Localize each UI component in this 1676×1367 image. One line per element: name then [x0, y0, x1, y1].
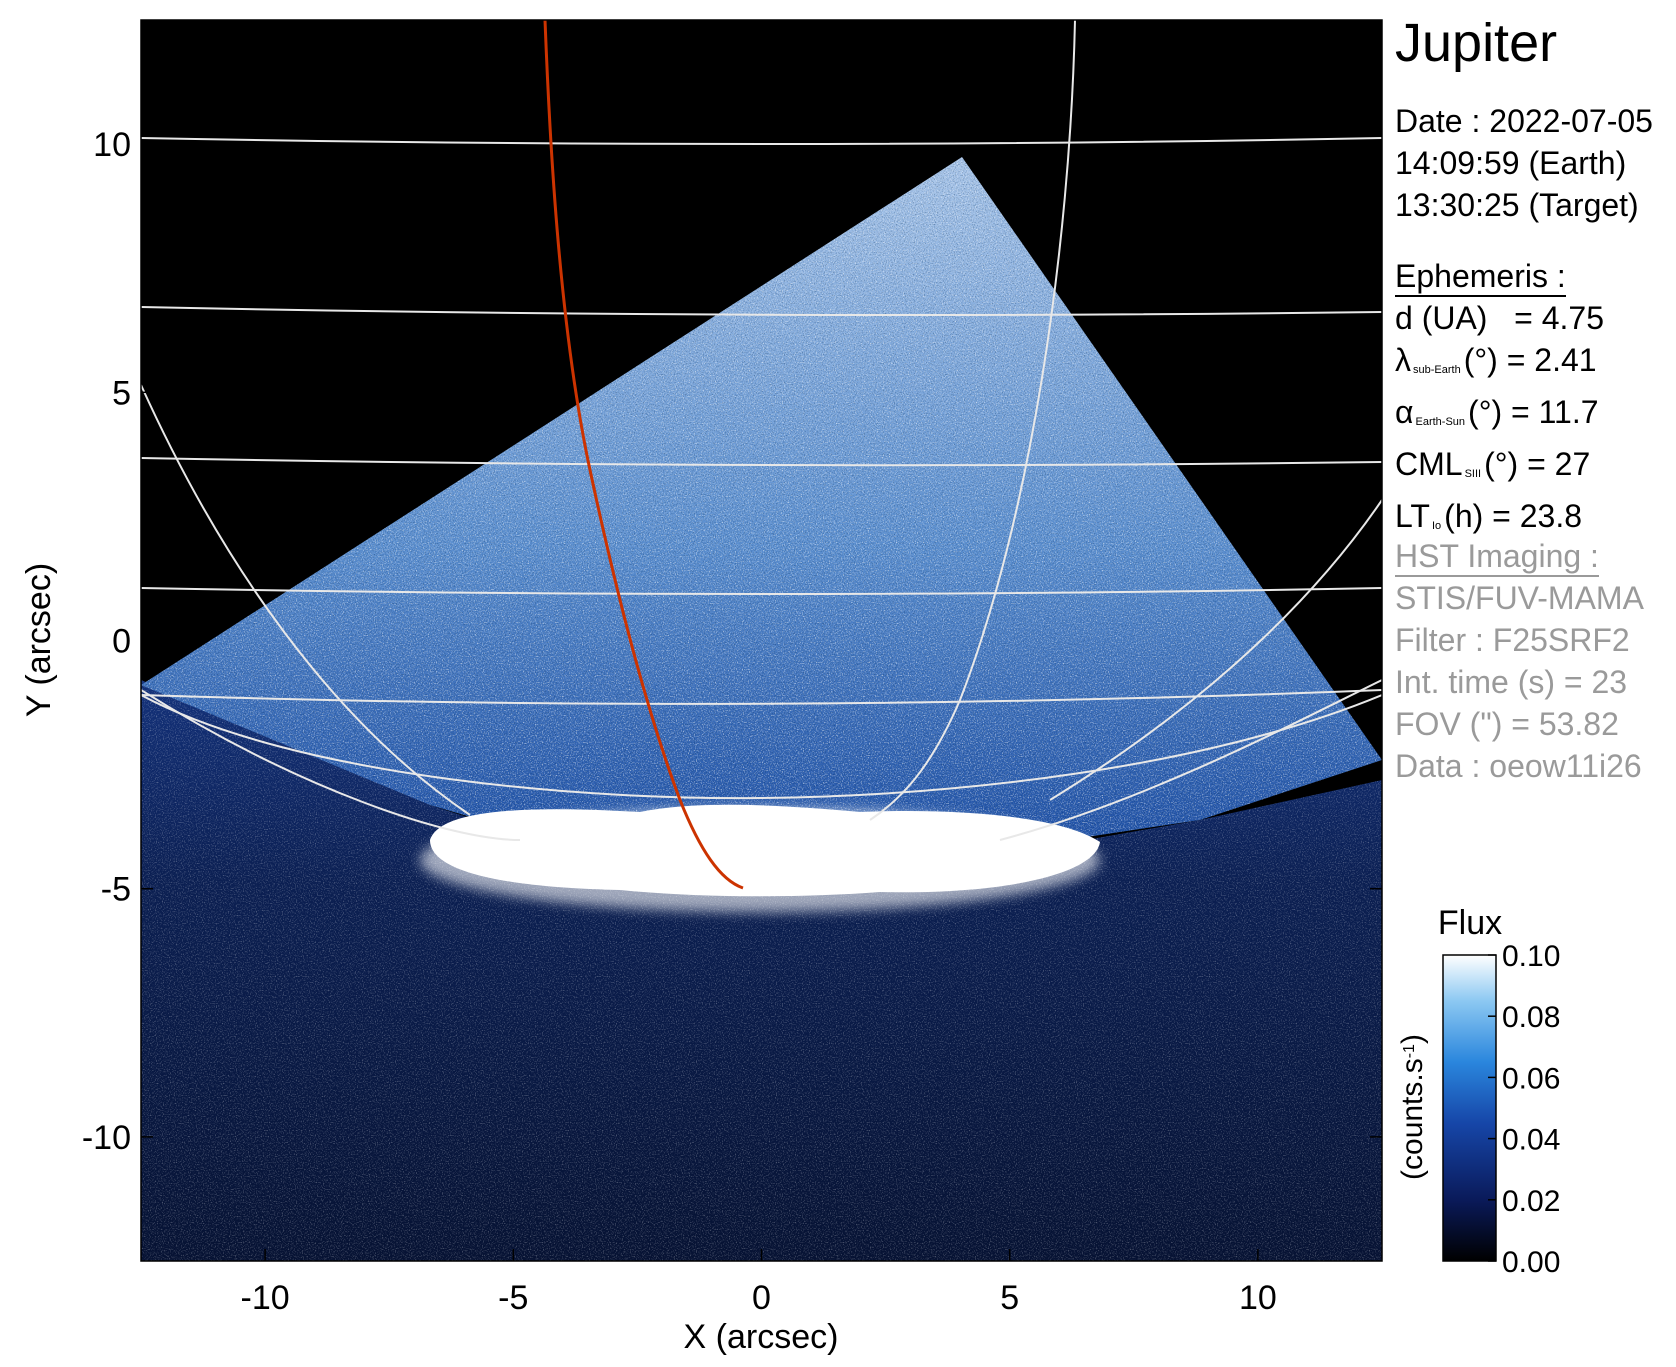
- ephemeris-header: Ephemeris :: [1395, 259, 1566, 297]
- y-tick-label: -5: [101, 871, 131, 909]
- colorbar-tick-label: 0.10: [1502, 940, 1560, 973]
- cml-row: CML SIII(°) = 27: [1395, 443, 1604, 495]
- alpha-symbol: α: [1395, 394, 1414, 430]
- field-of-view: FOV (") = 53.82: [1395, 706, 1619, 742]
- colorbar-label: (counts.s-1): [1396, 1034, 1429, 1180]
- sub-earth-latitude-row: λ sub-Earth(°) = 2.41: [1395, 339, 1604, 391]
- x-tick-label: -10: [241, 1279, 290, 1317]
- target-time: 13:30:25 (Target): [1395, 187, 1639, 223]
- colorbar-tick-label: 0.02: [1502, 1185, 1560, 1218]
- footprint-track: [543, 20, 744, 890]
- hst-block: HST Imaging : STIS/FUV-MAMA Filter : F25…: [1395, 535, 1644, 787]
- colorbar-title: Flux: [1438, 904, 1502, 942]
- hst-header: HST Imaging :: [1395, 539, 1599, 577]
- image-layer: [141, 20, 1382, 1261]
- x-tick-label: 0: [752, 1279, 771, 1317]
- x-tick-label: 10: [1239, 1279, 1277, 1317]
- integration-time: Int. time (s) = 23: [1395, 664, 1628, 700]
- lt-subscript: Io: [1431, 520, 1442, 532]
- colorbar: [1442, 954, 1497, 1262]
- ephemeris-block: Ephemeris : d (UA) = 4.75 λ sub-Earth(°) …: [1395, 255, 1604, 547]
- earth-time: 14:09:59 (Earth): [1395, 145, 1627, 181]
- colorbar-tick-label: 0.00: [1502, 1246, 1560, 1279]
- colorbar-tick-label: 0.08: [1502, 1001, 1560, 1034]
- y-tick-label: 0: [112, 623, 131, 661]
- alpha-subscript: Earth-Sun: [1415, 416, 1466, 428]
- distance-row: d (UA) = 4.75: [1395, 297, 1604, 339]
- cml-value: (°) = 27: [1484, 446, 1591, 482]
- phase-angle-row: α Earth-Sun(°) = 11.7: [1395, 391, 1604, 443]
- distance-label: d (UA): [1395, 300, 1488, 336]
- colorbar-ticks: 0.00 0.02 0.04 0.06 0.08 0.10: [1488, 940, 1560, 1279]
- y-axis: 10 5 0 -5 -10: [82, 126, 1382, 1157]
- lt-symbol: LT: [1395, 498, 1430, 534]
- planet-title: Jupiter: [1395, 13, 1558, 73]
- lambda-symbol: λ: [1395, 342, 1411, 378]
- lambda-subscript: sub-Earth: [1413, 364, 1461, 376]
- latitude-lines: [141, 137, 1382, 841]
- x-tick-label: 5: [1000, 1279, 1019, 1317]
- colorbar-tick-label: 0.04: [1502, 1124, 1560, 1157]
- colorbar-tick-label: 0.06: [1502, 1062, 1560, 1095]
- y-tick-label: -10: [82, 1119, 131, 1157]
- longitude-lines: [141, 20, 1382, 821]
- date-line: Date : 2022-07-05: [1395, 103, 1653, 139]
- y-tick-label: 5: [112, 374, 131, 412]
- instrument: STIS/FUV-MAMA: [1395, 580, 1644, 616]
- auroral-oval: [430, 804, 1100, 897]
- x-axis: -10 -5 0 5 10: [241, 20, 1277, 1317]
- dataset-id: Data : oeow11i26: [1395, 748, 1642, 784]
- observation-times: Date : 2022-07-05 14:09:59 (Earth) 13:30…: [1395, 100, 1653, 226]
- x-axis-label: X (arcsec): [684, 1318, 839, 1356]
- filter: Filter : F25SRF2: [1395, 622, 1630, 658]
- y-tick-label: 10: [93, 126, 131, 164]
- lambda-value: (°) = 2.41: [1463, 342, 1597, 378]
- lt-value: (h) = 23.8: [1444, 498, 1583, 534]
- x-tick-label: -5: [498, 1279, 528, 1317]
- exposure-noise-dark: [141, 157, 1382, 865]
- alpha-value: (°) = 11.7: [1468, 394, 1599, 430]
- cml-symbol: CML: [1395, 446, 1463, 482]
- local-time-row: LT Io(h) = 23.8: [1395, 495, 1604, 547]
- y-axis-label: Y (arcsec): [20, 563, 58, 717]
- distance-value: = 4.75: [1514, 300, 1604, 336]
- cml-subscript: SIII: [1464, 468, 1482, 480]
